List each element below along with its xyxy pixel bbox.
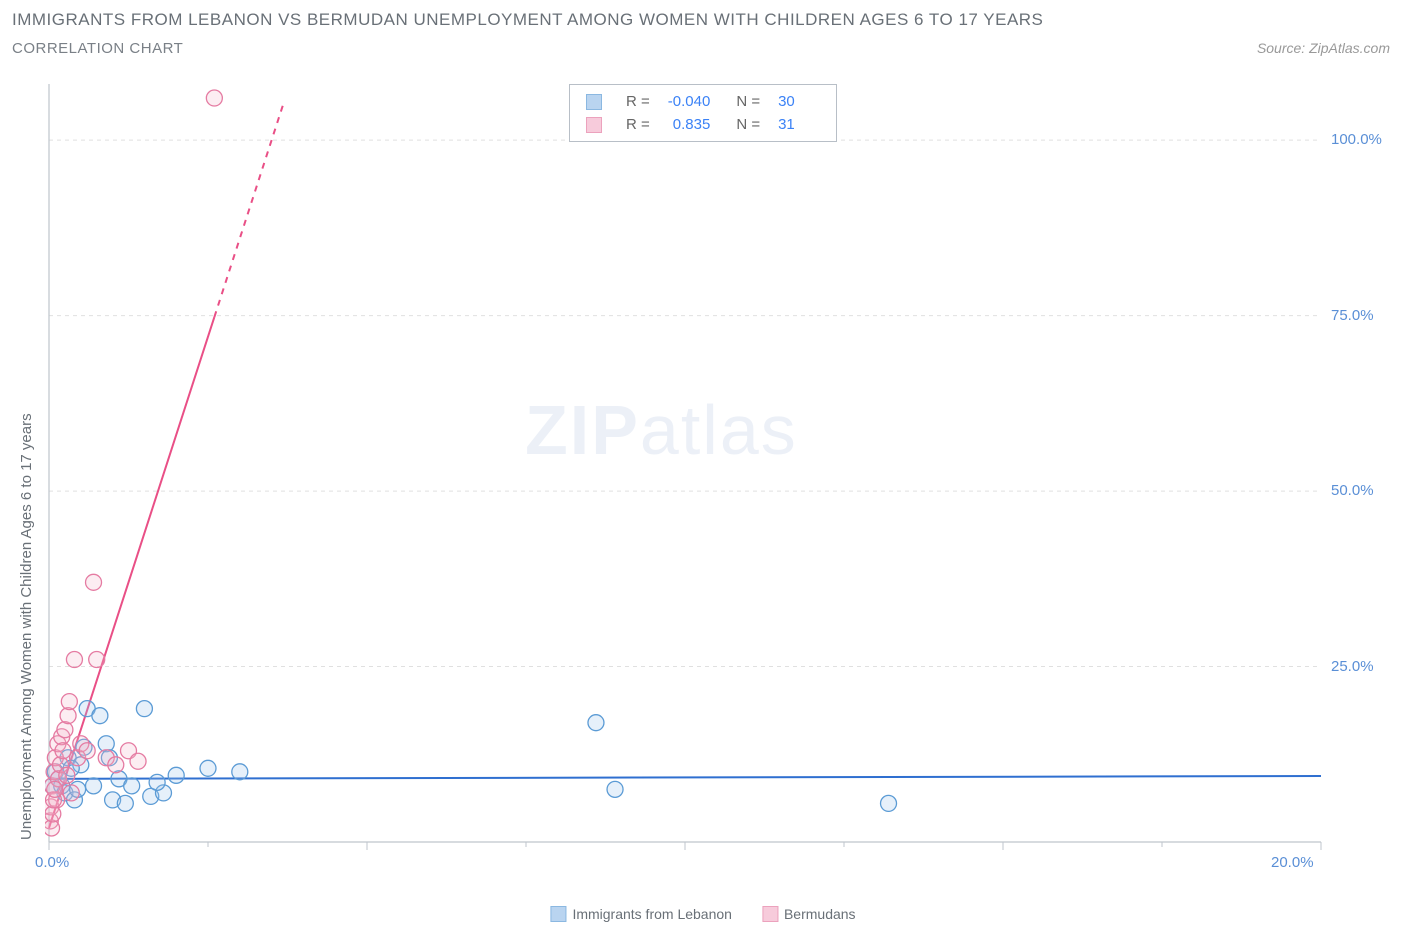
x-tick-label: 0.0% — [35, 854, 69, 871]
chart-container: Unemployment Among Women with Children A… — [0, 80, 1406, 930]
y-tick-label: 25.0% — [1331, 658, 1374, 675]
stats-row: R =-0.040N =30 — [578, 91, 803, 112]
stats-r-value: 0.835 — [660, 114, 719, 135]
stats-row: R =0.835N =31 — [578, 114, 803, 135]
stats-n-label: N = — [720, 91, 768, 112]
legend-swatch — [550, 906, 566, 922]
y-axis-label: Unemployment Among Women with Children A… — [18, 413, 35, 840]
source-label: Source: ZipAtlas.com — [1257, 40, 1390, 56]
legend-label: Bermudans — [784, 906, 856, 922]
bottom-legend: Immigrants from Lebanon Bermudans — [550, 906, 855, 922]
legend-item: Bermudans — [762, 906, 856, 922]
y-tick-label: 100.0% — [1331, 131, 1382, 148]
page-subtitle: CORRELATION CHART — [12, 40, 183, 57]
y-tick-label: 75.0% — [1331, 307, 1374, 324]
plot-area: ZIPatlas R =-0.040N =30R =0.835N =31 — [45, 80, 1385, 870]
y-tick-label: 50.0% — [1331, 482, 1374, 499]
stats-r-value: -0.040 — [660, 91, 719, 112]
stats-n-label: N = — [720, 114, 768, 135]
stats-r-label: R = — [618, 114, 658, 135]
stats-r-label: R = — [618, 91, 658, 112]
legend-swatch — [586, 117, 602, 133]
legend-label: Immigrants from Lebanon — [572, 906, 732, 922]
legend-swatch — [762, 906, 778, 922]
stats-legend: R =-0.040N =30R =0.835N =31 — [569, 84, 837, 142]
stats-n-value: 30 — [770, 91, 803, 112]
stats-table: R =-0.040N =30R =0.835N =31 — [576, 89, 805, 137]
page-title: IMMIGRANTS FROM LEBANON VS BERMUDAN UNEM… — [12, 10, 1043, 30]
legend-swatch — [586, 94, 602, 110]
x-tick-label: 20.0% — [1271, 854, 1314, 871]
stats-n-value: 31 — [770, 114, 803, 135]
scatter-plot-svg — [45, 80, 1385, 870]
legend-item: Immigrants from Lebanon — [550, 906, 732, 922]
